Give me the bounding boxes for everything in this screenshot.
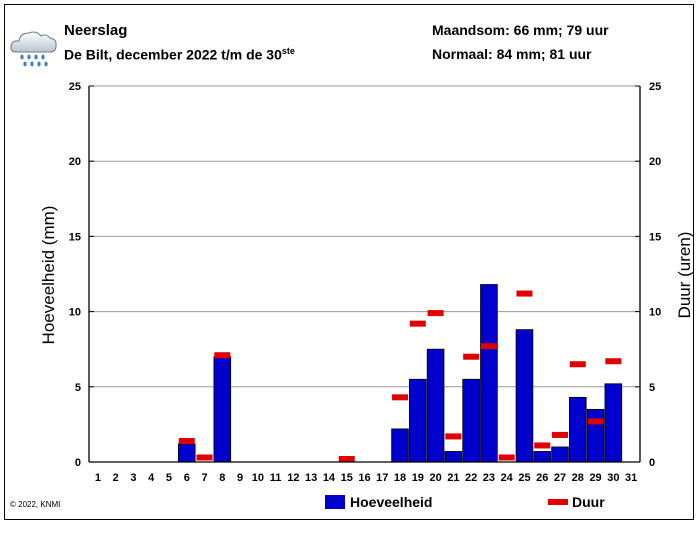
x-tick-label: 9: [237, 472, 243, 484]
monthly-total: Maandsom: 66 mm; 79 uur: [432, 22, 609, 38]
x-tick-label: 14: [323, 472, 336, 484]
bar-hoeveelheid: [391, 428, 409, 463]
legend-swatch-duur: [548, 499, 568, 505]
marker-duur: [196, 454, 213, 461]
y-tick-label: 5: [75, 382, 81, 394]
x-tick-label: 23: [483, 472, 495, 484]
x-tick-label: 24: [501, 472, 514, 484]
bar-hoeveelheid: [462, 378, 480, 463]
bar-hoeveelheid: [213, 356, 232, 463]
bar-hoeveelheid: [177, 443, 196, 463]
marker-duur: [392, 394, 409, 401]
y-tick-label: 25: [69, 81, 81, 93]
marker-duur: [516, 290, 533, 297]
x-tick-label: 25: [518, 472, 530, 484]
marker-duur: [214, 352, 231, 359]
y2-tick-label: 25: [649, 81, 661, 93]
y-tick-label: 20: [69, 156, 81, 168]
x-tick-label: 22: [465, 472, 477, 484]
marker-duur: [605, 358, 622, 365]
legend: Hoeveelheid Duur: [325, 494, 605, 510]
bar-hoeveelheid: [569, 396, 587, 463]
x-tick-label: 8: [219, 472, 225, 484]
axes: [88, 85, 641, 463]
copyright-notice: © 2022, KNMI: [10, 500, 61, 509]
x-tick-label: 29: [589, 472, 601, 484]
rain-cloud-icon: [10, 31, 57, 67]
y2-tick-label: 15: [649, 231, 661, 243]
marker-duur: [534, 442, 551, 449]
x-tick-label: 30: [607, 472, 619, 484]
marker-duur: [445, 433, 462, 440]
y-tick-label: 10: [69, 307, 81, 319]
x-tick-label: 18: [394, 472, 406, 484]
y2-tick-label: 20: [649, 156, 661, 168]
bar-hoeveelheid: [551, 446, 569, 463]
bar-hoeveelheid: [604, 383, 623, 463]
x-tick-label: 1: [95, 472, 101, 484]
x-tick-label: 12: [287, 472, 299, 484]
x-tick-label: 11: [270, 472, 282, 484]
y2-tick-label: 5: [649, 382, 655, 394]
legend-label-hoeveelheid: Hoeveelheid: [350, 494, 432, 510]
marker-duur: [480, 343, 497, 350]
x-tick-label: 15: [341, 472, 353, 484]
normal-values: Normaal: 84 mm; 81 uur: [432, 46, 592, 62]
bar-hoeveelheid: [444, 451, 463, 463]
x-tick-label: 19: [412, 472, 424, 484]
y2-tick-label: 10: [649, 307, 661, 319]
x-tick-label: 26: [536, 472, 548, 484]
marker-duur: [409, 320, 426, 327]
x-tick-label: 13: [305, 472, 317, 484]
marker-duur: [463, 353, 480, 360]
y-tick-label: 0: [75, 457, 81, 469]
legend-label-duur: Duur: [572, 494, 605, 510]
y2-tick-label: 0: [649, 457, 655, 469]
bar-hoeveelheid: [480, 284, 498, 463]
duration-markers: [178, 290, 622, 462]
marker-duur: [552, 431, 569, 438]
marker-duur: [338, 455, 355, 462]
x-tick-label: 5: [166, 472, 172, 484]
bar-hoeveelheid: [426, 348, 445, 463]
x-tick-label: 3: [130, 472, 136, 484]
x-tick-label: 4: [148, 472, 155, 484]
chart-title: Neerslag: [64, 22, 128, 39]
chart-subtitle-suffix: ste: [281, 46, 295, 56]
bar-hoeveelheid: [586, 408, 605, 463]
x-tick-label: 16: [358, 472, 370, 484]
y2-axis-label: Duur (uren): [675, 232, 694, 319]
x-tick-label: 7: [201, 472, 207, 484]
x-tick-label: 31: [625, 472, 637, 484]
marker-duur: [178, 437, 195, 444]
x-tick-label: 17: [376, 472, 388, 484]
chart-subtitle-text: De Bilt, december 2022 t/m de 30: [64, 46, 282, 63]
x-tick-label: 10: [252, 472, 264, 484]
x-tick-label: 6: [184, 472, 190, 484]
marker-duur: [498, 454, 515, 461]
chart-subtitle: De Bilt, december 2022 t/m de 30ste: [64, 46, 295, 63]
grid-lines: [89, 85, 640, 388]
x-tick-label: 20: [429, 472, 441, 484]
bar-hoeveelheid: [515, 329, 534, 463]
x-tick-label: 2: [113, 472, 119, 484]
marker-duur: [587, 418, 604, 425]
bar-hoeveelheid: [409, 378, 427, 463]
marker-duur: [427, 310, 444, 317]
x-tick-label: 27: [554, 472, 566, 484]
y-tick-label: 15: [69, 231, 81, 243]
marker-duur: [569, 361, 586, 368]
x-tick-label: 21: [447, 472, 459, 484]
legend-swatch-hoeveelheid: [325, 495, 345, 509]
bar-hoeveelheid: [533, 451, 552, 463]
x-tick-label: 28: [572, 472, 584, 484]
bars-group: [177, 284, 623, 463]
y-axis-label: Hoeveelheid (mm): [39, 206, 58, 345]
